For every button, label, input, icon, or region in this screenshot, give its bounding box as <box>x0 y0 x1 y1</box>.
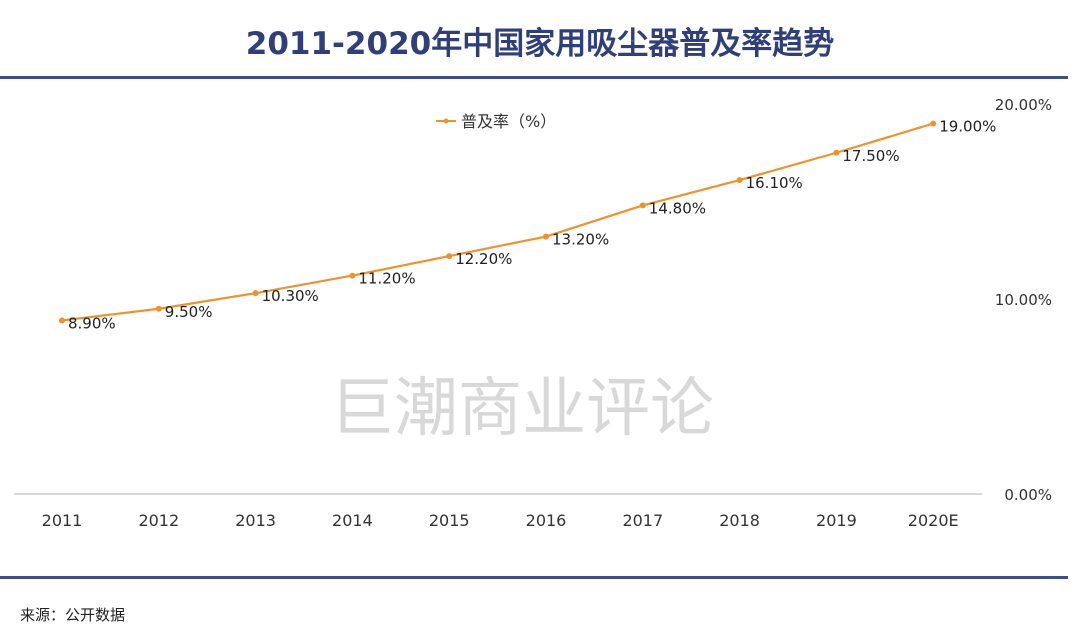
data-point <box>930 120 937 127</box>
x-tick-label: 2011 <box>42 511 83 530</box>
series-line <box>61 122 934 322</box>
data-label: 11.20% <box>358 270 415 288</box>
x-tick-label: 2020E <box>908 511 959 530</box>
legend-label: 普及率（%） <box>461 112 556 131</box>
data-point <box>155 305 162 312</box>
top-divider <box>0 76 1068 79</box>
data-point <box>736 177 743 184</box>
x-tick-label: 2015 <box>429 511 470 530</box>
data-point <box>446 253 453 260</box>
data-label: 19.00% <box>939 118 996 136</box>
watermark: 巨潮商业评论 <box>330 372 714 446</box>
data-point <box>833 149 840 156</box>
data-point <box>59 317 65 324</box>
legend-point-marker <box>443 118 449 124</box>
data-label: 17.50% <box>842 147 899 165</box>
bottom-divider <box>0 576 1068 579</box>
data-label: 14.80% <box>649 199 706 217</box>
data-label: 12.20% <box>455 250 512 268</box>
x-tick-label: 2017 <box>622 511 663 530</box>
data-label: 13.20% <box>552 231 609 249</box>
source-note: 来源：公开数据 <box>20 606 126 624</box>
data-point <box>349 272 356 279</box>
x-tick-label: 2018 <box>719 511 760 530</box>
y-tick-label: 10.00% <box>995 291 1052 309</box>
x-tick-label: 2016 <box>526 511 567 530</box>
x-tick-label: 2012 <box>138 511 179 530</box>
data-label: 10.30% <box>262 287 319 305</box>
data-point <box>252 290 259 297</box>
data-label: 8.90% <box>68 314 116 332</box>
y-tick-label: 0.00% <box>1004 486 1052 504</box>
x-tick-label: 2019 <box>816 511 857 530</box>
data-label: 16.10% <box>746 174 803 192</box>
chart-title: 2011-2020年中国家用吸尘器普及率趋势 <box>245 26 835 62</box>
x-tick-label: 2014 <box>332 511 373 530</box>
data-point <box>543 233 549 240</box>
y-tick-label: 20.00% <box>995 96 1052 114</box>
x-tick-label: 2013 <box>235 511 276 530</box>
data-label: 9.50% <box>165 303 213 321</box>
legend: 普及率（%） <box>436 112 556 131</box>
data-point <box>639 202 646 209</box>
